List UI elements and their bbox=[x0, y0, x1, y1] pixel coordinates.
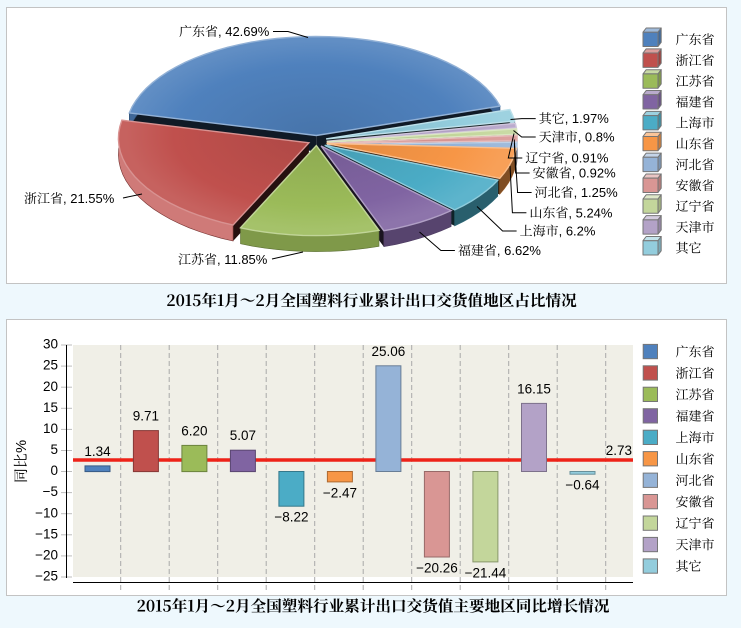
svg-text:−15: −15 bbox=[35, 526, 58, 541]
svg-text:20: 20 bbox=[43, 379, 58, 394]
svg-text:, 6.2%: , 6.2% bbox=[559, 224, 596, 239]
svg-text:, 0.91%: , 0.91% bbox=[564, 151, 609, 166]
svg-text:5.07: 5.07 bbox=[230, 428, 256, 443]
svg-text:−20: −20 bbox=[35, 548, 58, 563]
svg-text:, 0.92%: , 0.92% bbox=[572, 166, 617, 181]
svg-text:25: 25 bbox=[43, 358, 58, 373]
svg-text:30: 30 bbox=[43, 337, 58, 352]
svg-text:10: 10 bbox=[43, 421, 58, 436]
svg-text:5: 5 bbox=[50, 442, 58, 457]
svg-text:, 0.8%: , 0.8% bbox=[578, 130, 615, 145]
svg-text:9.71: 9.71 bbox=[133, 409, 159, 424]
svg-text:−8.22: −8.22 bbox=[274, 510, 308, 525]
svg-text:−2.47: −2.47 bbox=[323, 486, 357, 501]
svg-text:, 21.55%: , 21.55% bbox=[63, 191, 115, 206]
svg-text:0: 0 bbox=[50, 463, 58, 478]
svg-text:, 1.25%: , 1.25% bbox=[574, 185, 619, 200]
svg-text:, 6.62%: , 6.62% bbox=[497, 243, 542, 258]
svg-text:, 11.85%: , 11.85% bbox=[217, 252, 268, 267]
svg-text:, 1.97%: , 1.97% bbox=[565, 111, 610, 126]
svg-text:−10: −10 bbox=[35, 505, 58, 520]
svg-text:−5: −5 bbox=[43, 484, 58, 499]
svg-text:15: 15 bbox=[43, 400, 58, 415]
svg-text:−25: −25 bbox=[35, 569, 58, 584]
svg-text:2.73: 2.73 bbox=[606, 443, 632, 458]
svg-text:, 42.69%: , 42.69% bbox=[218, 24, 270, 39]
svg-text:16.15: 16.15 bbox=[517, 381, 551, 396]
svg-text:−21.44: −21.44 bbox=[465, 566, 507, 581]
svg-text:%: % bbox=[14, 440, 30, 453]
svg-text:−0.64: −0.64 bbox=[565, 478, 600, 493]
svg-text:6.20: 6.20 bbox=[181, 423, 207, 438]
svg-text:1.34: 1.34 bbox=[84, 444, 111, 459]
svg-text:, 5.24%: , 5.24% bbox=[568, 205, 613, 220]
svg-text:−20.26: −20.26 bbox=[416, 561, 458, 576]
svg-text:25.06: 25.06 bbox=[372, 344, 406, 359]
